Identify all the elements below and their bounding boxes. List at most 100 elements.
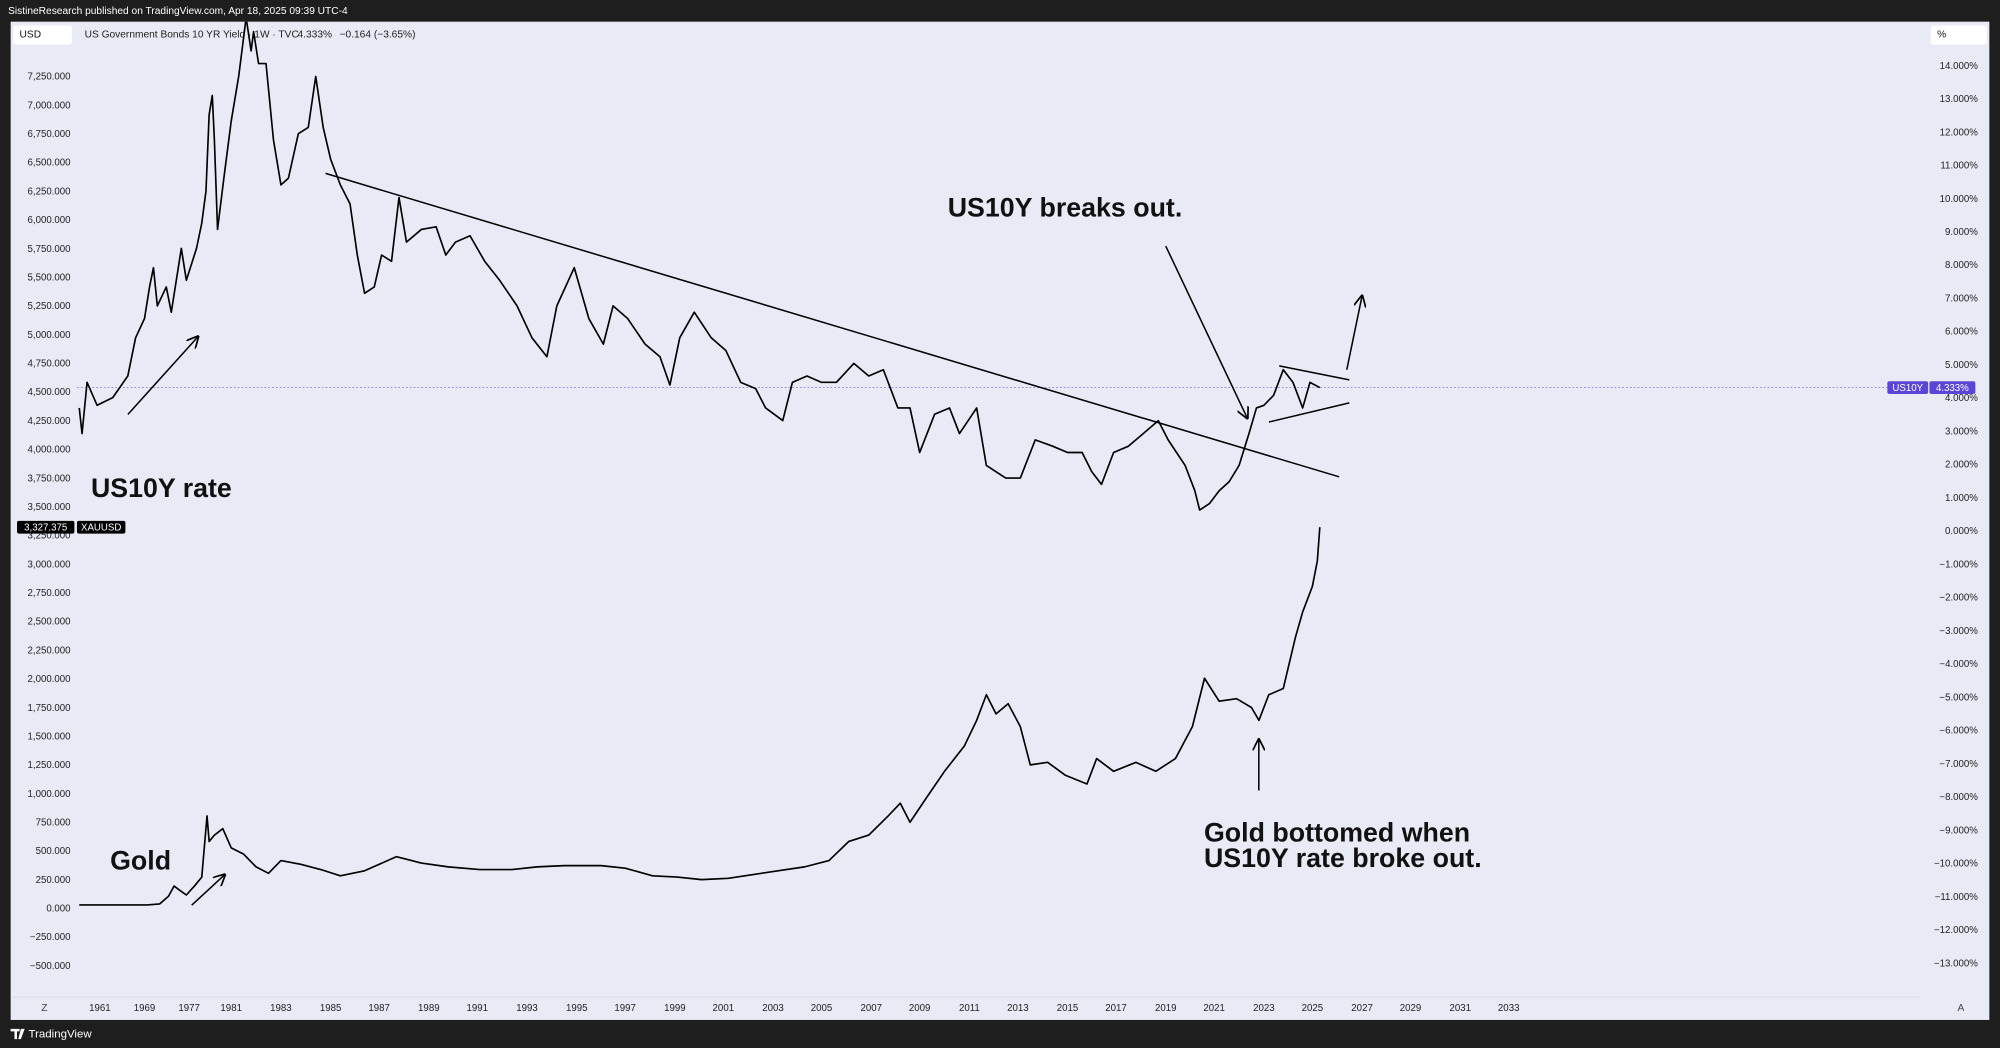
x-tick-label: 2011 [959,1003,980,1014]
plot-background [10,21,1990,1020]
y-tick-label: 4,000.000 [28,445,71,456]
y-tick-label: 1,500.000 [28,731,71,742]
x-tick-label: 2027 [1351,1003,1373,1014]
trend-line [325,172,1340,478]
x-tick-label: 1981 [220,1003,242,1014]
series-badge [1887,381,1929,394]
scale-button[interactable]: Z [41,1003,47,1014]
y-tick-label: 4,500.000 [28,387,71,398]
y-tick-label: 3,250.000 [28,531,71,542]
x-tick-label: 1983 [270,1003,292,1014]
y2-tick-label: −1.000% [1939,559,1978,570]
annotation: US10Y breaks out. [948,193,1183,223]
y2-tick-label: −3.000% [1939,626,1978,637]
y-tick-label: 5,500.000 [28,272,71,283]
y2-tick-label: 11.000% [1940,161,1978,172]
x-tick-label: 2003 [762,1003,784,1014]
x-tick-label: 1977 [178,1003,200,1014]
y2-tick-label: 3.000% [1945,426,1978,437]
y-tick-label: 6,000.000 [28,215,71,226]
y2-tick-label: 12.000% [1940,127,1979,138]
x-tick-label: 2009 [909,1003,931,1014]
x-tick-label: 1961 [89,1003,111,1014]
left-unit: USD [20,30,42,41]
arrow [191,875,225,906]
x-tick-label: 1993 [516,1003,538,1014]
y-tick-label: 3,750.000 [28,473,71,484]
series-badge [76,520,126,534]
price-change: −0.164 (−3.65%) [340,30,416,41]
y2-tick-label: 6.000% [1945,327,1978,338]
y-tick-label: 1,000.000 [28,789,71,800]
unit-box [13,25,72,45]
x-tick-label: 2015 [1057,1003,1079,1014]
y2-tick-label: 8.000% [1945,260,1978,271]
x-tick-label: 2017 [1105,1003,1127,1014]
y-tick-label: 2,250.000 [28,645,71,656]
x-tick-label: 1989 [418,1003,440,1014]
y2-tick-label: −4.000% [1939,659,1978,670]
scale-button[interactable]: A [1957,1003,1964,1014]
y-tick-label: 5,000.000 [28,330,71,341]
annotation: US10Y rate [91,473,232,503]
y2-tick-label: −2.000% [1939,593,1978,604]
y-tick-label: 1,750.000 [28,703,71,714]
y-tick-label: 1,250.000 [28,760,71,771]
series-name: XAUUSD [81,522,121,533]
y2-tick-label: −13.000% [1934,958,1978,969]
value-badge [17,520,75,534]
y2-tick-label: −5.000% [1939,692,1978,703]
last-value-label: 4.333% [1936,383,1969,394]
series-line [78,21,1321,511]
y-tick-label: 3,000.000 [28,559,71,570]
x-tick-label: 1985 [320,1003,342,1014]
y2-tick-label: 14.000% [1940,61,1979,72]
x-tick-label: 1997 [614,1003,636,1014]
x-tick-label: 1995 [566,1003,588,1014]
y2-tick-label: −6.000% [1939,726,1978,737]
x-tick-label: 2005 [811,1003,833,1014]
y2-tick-label: −7.000% [1939,759,1978,770]
y2-tick-label: 7.000% [1945,293,1978,304]
annotation: US10Y rate broke out. [1204,843,1482,873]
x-tick-label: 2013 [1007,1003,1029,1014]
y-tick-label: 750.000 [36,817,71,828]
y-tick-label: 6,750.000 [28,129,71,140]
y-tick-label: 2,000.000 [28,674,71,685]
y2-tick-label: −11.000% [1935,892,1979,903]
y-tick-label: 2,500.000 [28,617,71,628]
y-tick-label: 7,250.000 [28,72,71,83]
annotation: Gold [110,846,171,876]
x-tick-label: 1987 [368,1003,390,1014]
x-tick-label: 1969 [134,1003,156,1014]
x-tick-label: 2007 [860,1003,882,1014]
arrow [127,337,198,415]
y-tick-label: 0.000 [46,904,70,915]
plot: 1961 1969 1977 1981 1983 1985 1987 1989 1991 1993… [10,21,1979,1014]
value-badge [1929,381,1976,394]
y2-tick-label: 4.000% [1945,393,1978,404]
x-tick-label: 2023 [1253,1003,1275,1014]
y-tick-label: −500.000 [30,961,71,972]
y-tick-label: 3,500.000 [28,502,71,513]
x-tick-label: 2001 [713,1003,735,1014]
x-tick-label: 2033 [1498,1003,1520,1014]
y-tick-label: 7,000.000 [28,100,71,111]
y2-tick-label: −9.000% [1939,825,1978,836]
x-tick-label: 2019 [1155,1003,1177,1014]
x-tick-label: 2025 [1302,1003,1324,1014]
y-tick-label: 2,750.000 [28,588,71,599]
y-tick-label: 250.000 [36,875,71,886]
y-tick-label: 4,750.000 [28,359,71,370]
arrow [1165,245,1248,418]
x-tick-label: 2029 [1400,1003,1422,1014]
series-line [79,527,1321,906]
y2-tick-label: 13.000% [1940,94,1979,105]
y2-tick-label: 5.000% [1945,360,1978,371]
y2-tick-label: −12.000% [1934,925,1978,936]
y2-tick-label: 9.000% [1945,227,1978,238]
right-unit: % [1937,30,1946,41]
channel-line [1279,365,1350,381]
footer: TradingView [28,1029,92,1041]
